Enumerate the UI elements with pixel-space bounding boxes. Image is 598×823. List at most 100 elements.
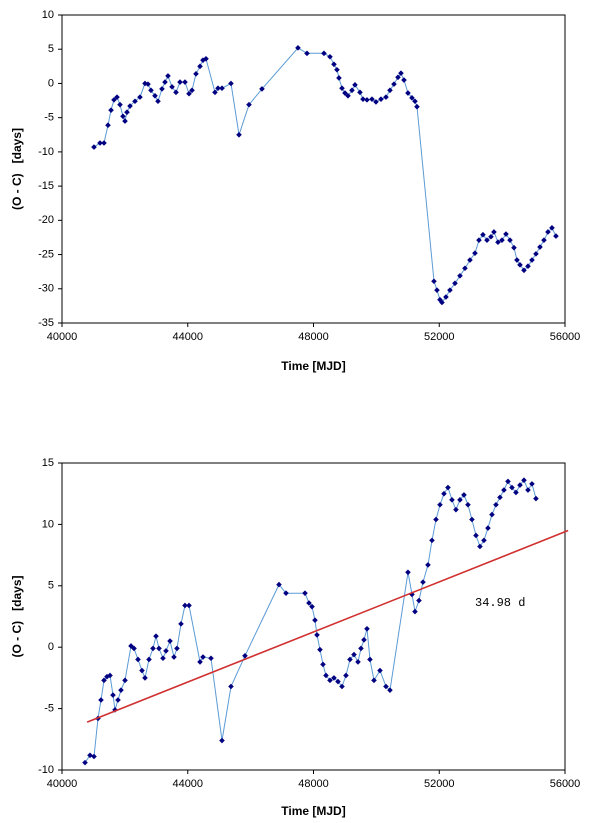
plot-area (61, 462, 566, 771)
data-point (97, 140, 103, 146)
y-tick-label: -35 (38, 317, 54, 329)
x-tick-label: 56000 (550, 331, 581, 343)
data-point (541, 237, 547, 243)
data-point (155, 98, 161, 105)
data-point (357, 89, 363, 96)
data-point (146, 656, 152, 663)
data-point (457, 497, 463, 503)
data-point (186, 602, 192, 609)
y-tick-label: 0 (48, 641, 54, 653)
data-point (481, 537, 487, 544)
data-point (182, 79, 188, 85)
data-point (339, 85, 345, 92)
x-tick-label: 40000 (47, 778, 78, 790)
data-point (115, 697, 121, 703)
data-point (302, 590, 308, 596)
data-point (165, 73, 171, 79)
data-point (215, 85, 221, 92)
data-point (462, 265, 468, 272)
x-tick-label: 44000 (172, 778, 203, 790)
data-point (148, 87, 154, 94)
data-point (398, 70, 404, 76)
data-point (82, 759, 88, 766)
y-axis-title: (O - C) [days] (10, 575, 24, 657)
data-point (331, 61, 337, 68)
data-line (84, 479, 537, 763)
x-axis-title: Time [MJD] (281, 804, 345, 818)
data-point (521, 267, 527, 274)
data-point (477, 543, 483, 550)
data-point (533, 251, 539, 257)
data-point (159, 86, 165, 92)
x-tick-label: 44000 (172, 331, 203, 343)
data-point (178, 621, 184, 627)
data-point (469, 516, 475, 523)
data-point (437, 501, 443, 508)
data-point (499, 237, 505, 243)
data-point (473, 532, 479, 539)
data-point (493, 501, 499, 508)
data-point (387, 87, 393, 94)
data-point (105, 122, 111, 128)
data-point (246, 101, 252, 108)
y-tick-label: 5 (48, 580, 54, 592)
y-tick-label: -25 (38, 248, 54, 260)
data-point (355, 659, 361, 665)
data-point (197, 63, 203, 70)
data-point (525, 263, 531, 269)
data-point (98, 697, 104, 703)
data-point (513, 489, 519, 496)
annotation: 34.98 d (475, 596, 525, 610)
y-tick-label: -10 (38, 146, 54, 158)
data-point (107, 672, 113, 679)
data-point (549, 225, 555, 231)
data-point (441, 490, 447, 497)
data-point (529, 257, 535, 263)
data-point (445, 484, 451, 491)
data-point (429, 537, 435, 544)
y-tick-label: 15 (42, 457, 54, 469)
y-tick-label: -10 (38, 764, 54, 776)
data-point (360, 96, 366, 102)
data-point (364, 625, 370, 632)
data-point (545, 229, 551, 235)
data-point (553, 233, 559, 239)
x-axis-title: Time [MJD] (281, 359, 345, 373)
y-axis-title: (O - C) [days] (10, 128, 24, 210)
data-point (439, 299, 445, 306)
data-point (409, 591, 415, 598)
data-point (449, 497, 455, 503)
y-tick-label: -20 (38, 214, 54, 226)
data-point (391, 81, 397, 87)
data-point (122, 118, 128, 124)
data-point (452, 280, 458, 287)
data-point (131, 645, 137, 652)
data-point (476, 237, 482, 243)
data-point (314, 632, 320, 638)
data-point (453, 506, 459, 513)
data-point (108, 107, 114, 113)
data-point (336, 75, 342, 81)
data-point (321, 50, 327, 57)
data-point (276, 581, 282, 588)
data-point (135, 656, 141, 663)
data-point (114, 94, 120, 100)
data-point (174, 645, 180, 652)
data-point (153, 633, 159, 639)
data-point (139, 667, 145, 674)
x-tick-label: 52000 (424, 331, 455, 343)
data-point (118, 687, 124, 693)
data-point (358, 645, 364, 652)
data-point (208, 655, 214, 662)
data-point (461, 492, 467, 498)
data-point (517, 482, 523, 488)
data-point (533, 495, 539, 502)
data-point (335, 678, 341, 685)
data-point (137, 94, 143, 100)
data-point (177, 79, 183, 85)
data-point (517, 262, 523, 268)
data-point (383, 683, 389, 690)
data-point (395, 74, 401, 81)
data-point (309, 603, 315, 610)
data-point (349, 87, 355, 94)
